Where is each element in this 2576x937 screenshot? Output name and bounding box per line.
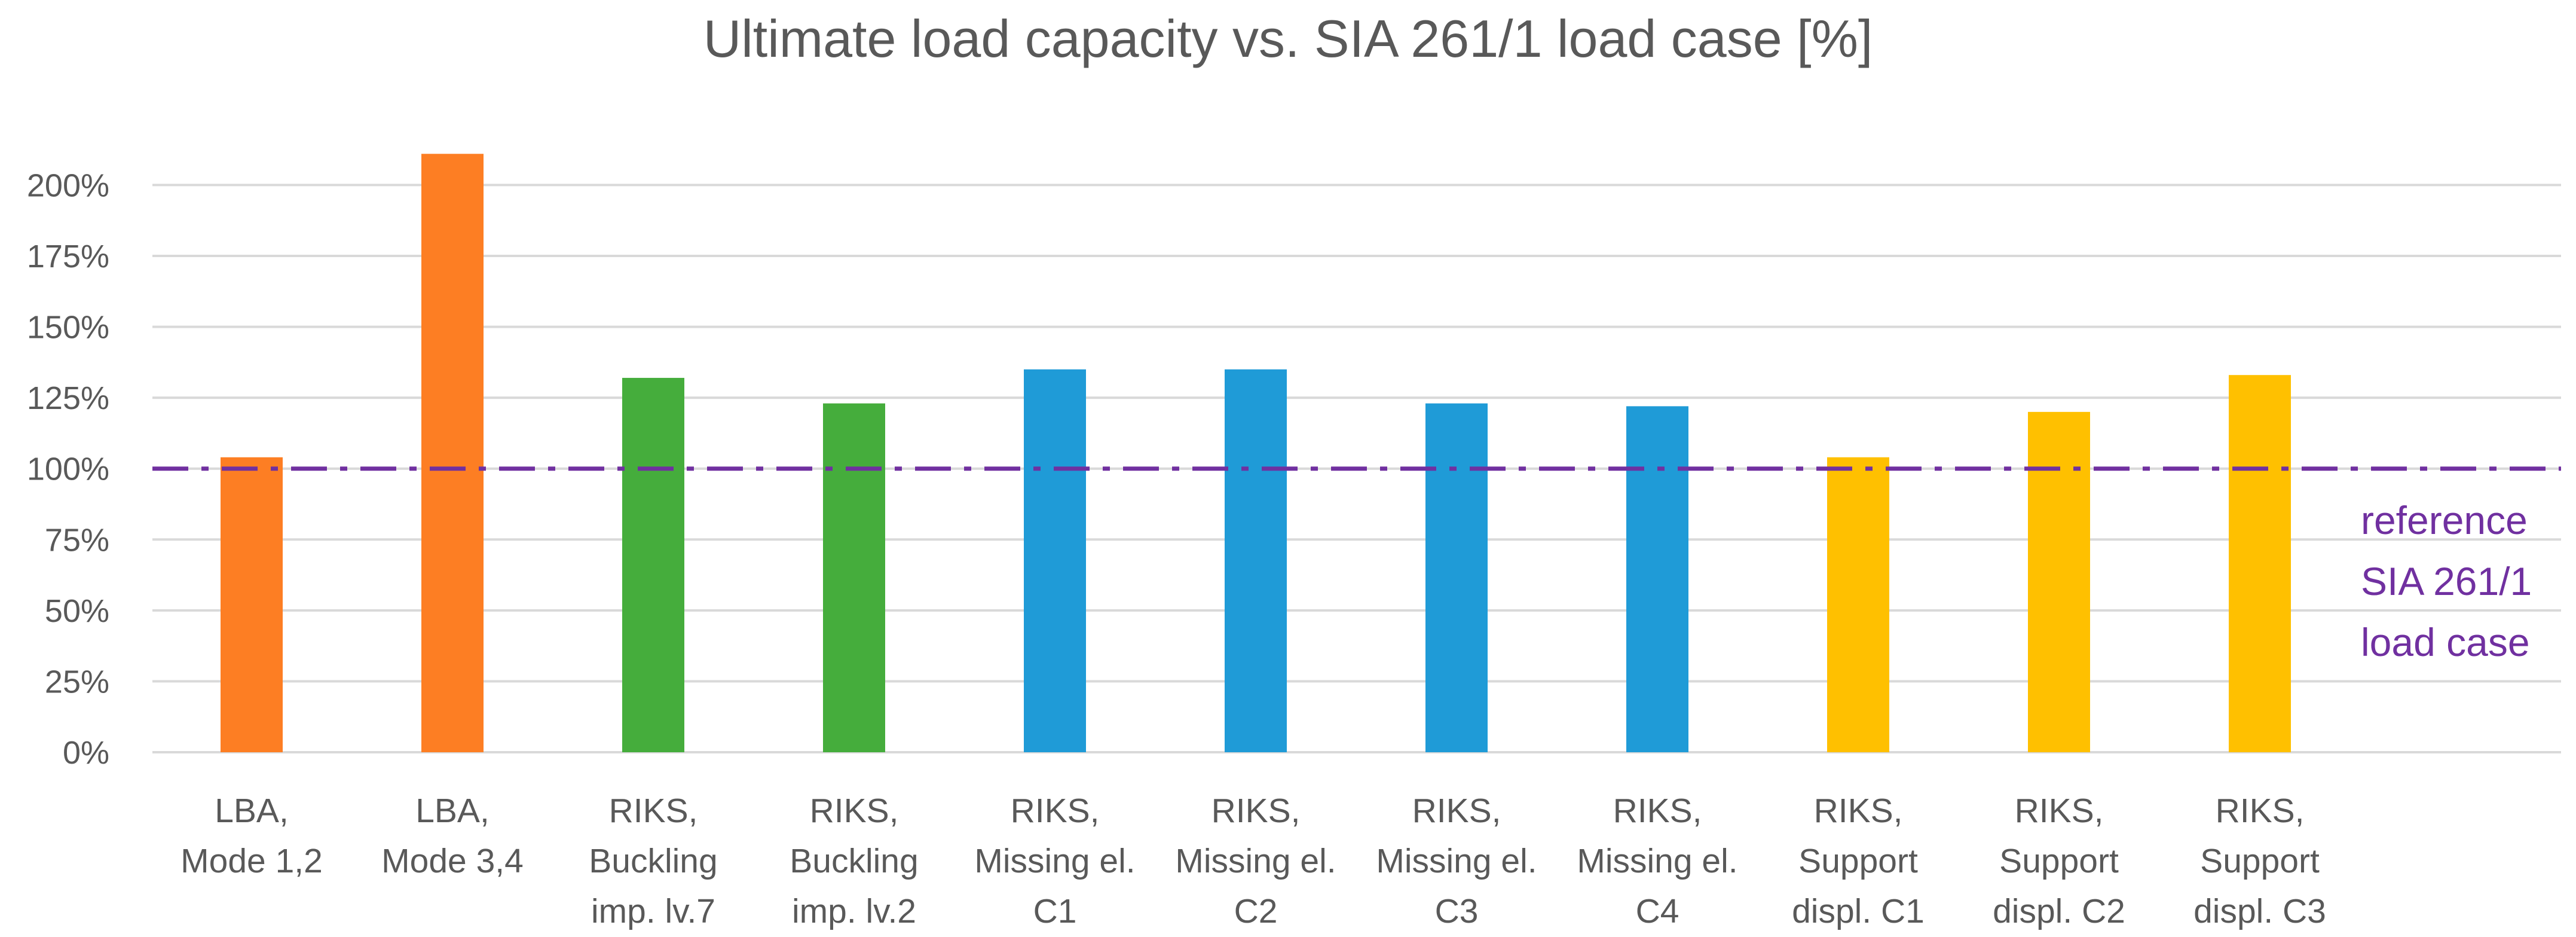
y-tick-label: 75%: [45, 522, 109, 558]
x-category-label-line: Support: [1798, 842, 1918, 880]
x-category-label-line: RIKS,: [810, 792, 899, 830]
x-category-label-line: Missing el.: [974, 842, 1135, 880]
chart-title: Ultimate load capacity vs. SIA 261/1 loa…: [703, 9, 1873, 68]
x-category-label-line: Mode 3,4: [381, 842, 524, 880]
x-category-label: LBA, Mode 3,4: [381, 792, 524, 880]
x-category-label-line: Missing el.: [1175, 842, 1336, 880]
x-category-label: LBA, Mode 1,2: [180, 792, 323, 880]
x-category-label-line: LBA,: [415, 792, 489, 830]
x-category-label: RIKS, Support displ. C1: [1792, 792, 1925, 930]
bars: [221, 154, 2291, 752]
bar: [2229, 375, 2291, 752]
x-category-label-line: displ. C2: [1993, 892, 2125, 930]
y-tick-label: 200%: [27, 167, 109, 203]
x-axis-category-labels: LBA, Mode 1,2 LBA, Mode 3,4 RIKS, Buckling imp…: [180, 792, 2326, 930]
x-category-label-line: RIKS,: [1412, 792, 1501, 830]
x-category-label-line: C2: [1234, 892, 1278, 930]
reference-label-line: load case: [2361, 620, 2530, 664]
x-category-label-line: RIKS,: [1211, 792, 1301, 830]
bar: [2028, 411, 2090, 752]
y-tick-label: 125%: [27, 380, 109, 416]
bar: [823, 403, 885, 752]
x-category-label-line: imp. lv.2: [792, 892, 916, 930]
x-category-label-line: Buckling: [790, 842, 918, 880]
x-category-label: RIKS, Support displ. C2: [1993, 792, 2125, 930]
x-category-label: RIKS, Missing el. C1: [974, 792, 1135, 930]
bar: [221, 457, 283, 752]
x-category-label-line: Missing el.: [1376, 842, 1537, 880]
x-category-label-line: RIKS,: [1814, 792, 1903, 830]
x-category-label: RIKS, Buckling imp. lv.2: [790, 792, 918, 930]
x-category-label-line: Mode 1,2: [180, 842, 323, 880]
x-category-label-line: C1: [1033, 892, 1077, 930]
x-category-label-line: RIKS,: [1613, 792, 1702, 830]
x-category-label-line: imp. lv.7: [591, 892, 715, 930]
x-category-label-line: displ. C3: [2193, 892, 2326, 930]
x-category-label-line: RIKS,: [2015, 792, 2104, 830]
reference-label-line: reference: [2361, 498, 2528, 542]
y-tick-label: 150%: [27, 310, 109, 346]
x-category-label-line: Buckling: [589, 842, 717, 880]
y-axis-tick-labels: 0% 25% 50% 75% 100% 125% 150% 175% 200%: [27, 167, 109, 771]
y-tick-label: 25%: [45, 664, 109, 700]
bar: [1225, 369, 1287, 752]
y-tick-label: 100%: [27, 451, 109, 487]
x-category-label-line: C4: [1636, 892, 1679, 930]
reference-label-text: reference SIA 261/1 load case: [2361, 498, 2532, 664]
y-tick-label: 175%: [27, 239, 109, 274]
bar: [1425, 403, 1488, 752]
x-category-label: RIKS, Buckling imp. lv.7: [589, 792, 717, 930]
x-category-label: RIKS, Missing el. C2: [1175, 792, 1336, 930]
y-tick-label: 50%: [45, 593, 109, 629]
x-category-label-line: RIKS,: [1011, 792, 1100, 830]
y-tick-label: 0%: [63, 735, 109, 771]
x-category-label-line: LBA,: [215, 792, 289, 830]
bar: [421, 154, 484, 752]
x-category-label: RIKS, Missing el. C4: [1577, 792, 1737, 930]
x-category-label-line: RIKS,: [2216, 792, 2305, 830]
x-category-label-line: C3: [1435, 892, 1479, 930]
x-category-label: RIKS, Support displ. C3: [2193, 792, 2326, 930]
bar: [1827, 457, 1889, 752]
x-category-label-line: Missing el.: [1577, 842, 1737, 880]
x-category-label-line: Support: [2200, 842, 2320, 880]
bar: [1024, 369, 1086, 752]
x-category-label-line: RIKS,: [609, 792, 698, 830]
reference-label-line: SIA 261/1: [2361, 559, 2532, 603]
x-category-label: RIKS, Missing el. C3: [1376, 792, 1537, 930]
reference-label: reference SIA 261/1 load case: [2361, 498, 2532, 664]
x-category-label-line: displ. C1: [1792, 892, 1925, 930]
bar: [1626, 406, 1688, 752]
x-category-label-line: Support: [1999, 842, 2119, 880]
bar: [622, 377, 684, 752]
